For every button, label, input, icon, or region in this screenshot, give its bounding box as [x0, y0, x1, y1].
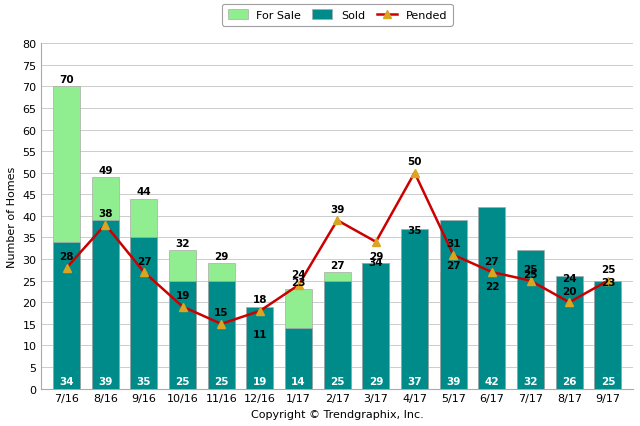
Text: 25: 25	[601, 265, 615, 274]
Bar	[208, 281, 235, 389]
Bar	[246, 307, 273, 389]
Text: 18: 18	[253, 295, 267, 305]
Text: 44: 44	[136, 187, 151, 197]
Text: 39: 39	[330, 204, 344, 214]
Text: 34: 34	[60, 377, 74, 386]
Text: 15: 15	[214, 308, 228, 318]
Text: 29: 29	[369, 252, 383, 262]
Text: 11: 11	[253, 329, 267, 339]
Text: 27: 27	[484, 256, 499, 266]
Text: 39: 39	[98, 377, 113, 386]
Text: 39: 39	[446, 377, 460, 386]
Bar	[324, 281, 351, 389]
Legend: For Sale, Sold, Pended: For Sale, Sold, Pended	[222, 5, 452, 26]
Text: 49: 49	[98, 165, 113, 176]
Bar	[595, 290, 621, 389]
Text: 25: 25	[601, 377, 615, 386]
Text: 50: 50	[407, 157, 422, 167]
Text: 34: 34	[369, 257, 383, 267]
Text: 42: 42	[484, 377, 499, 386]
Bar	[556, 277, 583, 389]
Text: 25: 25	[524, 265, 538, 274]
Text: 19: 19	[175, 291, 190, 300]
Text: 24: 24	[562, 273, 577, 283]
Bar	[401, 229, 428, 389]
Text: 27: 27	[330, 260, 344, 270]
Text: 29: 29	[369, 377, 383, 386]
Bar	[53, 242, 80, 389]
Bar	[208, 264, 235, 389]
Text: 24: 24	[291, 269, 306, 279]
Text: 32: 32	[175, 239, 190, 249]
Bar	[478, 208, 506, 389]
Bar	[440, 221, 467, 389]
Bar	[169, 251, 196, 389]
Text: 23: 23	[601, 277, 615, 288]
Bar	[362, 264, 390, 389]
Bar	[324, 272, 351, 389]
Text: 25: 25	[524, 269, 538, 279]
Text: 27: 27	[446, 260, 461, 270]
Text: 14: 14	[291, 377, 306, 386]
Bar	[556, 285, 583, 389]
Text: 23: 23	[291, 277, 306, 288]
Text: 25: 25	[175, 377, 190, 386]
Bar	[478, 294, 506, 389]
Text: 38: 38	[98, 209, 113, 219]
Text: 27: 27	[136, 256, 151, 266]
Text: 25: 25	[214, 377, 228, 386]
Text: 32: 32	[524, 377, 538, 386]
Text: 22: 22	[484, 282, 499, 292]
Bar	[169, 281, 196, 389]
Bar	[285, 328, 312, 389]
Bar	[517, 281, 544, 389]
Text: 70: 70	[60, 75, 74, 85]
Y-axis label: Number of Homes: Number of Homes	[7, 166, 17, 267]
Text: 35: 35	[407, 226, 422, 236]
Bar	[92, 221, 119, 389]
Text: 19: 19	[253, 377, 267, 386]
Bar	[285, 290, 312, 389]
Text: 29: 29	[214, 252, 228, 262]
Bar	[92, 178, 119, 389]
Text: 28: 28	[60, 252, 74, 262]
Bar	[131, 199, 157, 389]
Text: 35: 35	[137, 377, 151, 386]
Bar	[246, 341, 273, 389]
Bar	[595, 281, 621, 389]
Bar	[401, 238, 428, 389]
Bar	[53, 87, 80, 389]
Bar	[440, 272, 467, 389]
Bar	[131, 238, 157, 389]
Text: 31: 31	[446, 239, 461, 249]
Text: 25: 25	[330, 377, 344, 386]
Bar	[517, 251, 544, 389]
Text: 26: 26	[562, 377, 577, 386]
Text: 20: 20	[562, 286, 577, 296]
X-axis label: Copyright © Trendgraphix, Inc.: Copyright © Trendgraphix, Inc.	[251, 409, 424, 419]
Text: 37: 37	[407, 377, 422, 386]
Bar	[362, 264, 390, 389]
